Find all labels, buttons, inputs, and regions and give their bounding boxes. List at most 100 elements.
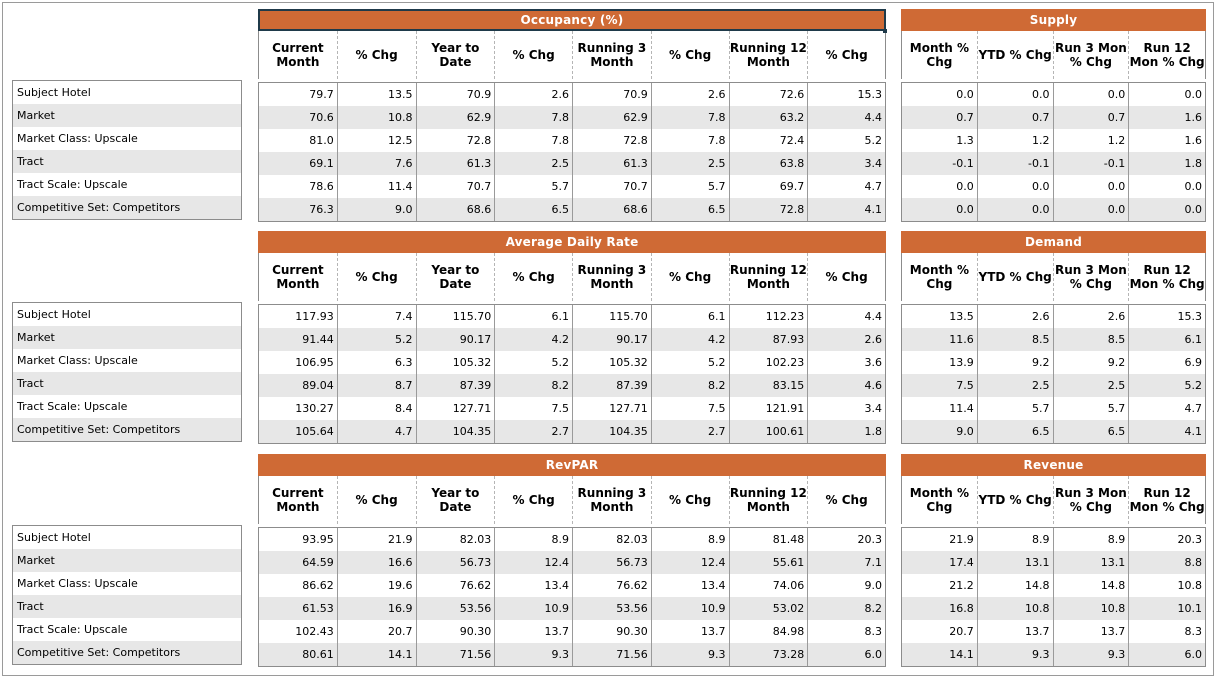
- data-cell[interactable]: 89.04: [259, 374, 338, 397]
- data-cell[interactable]: 9.3: [1054, 643, 1130, 666]
- data-cell[interactable]: 2.7: [652, 420, 730, 443]
- row-label[interactable]: Tract Scale: Upscale: [17, 623, 128, 636]
- data-cell[interactable]: 2.6: [1054, 305, 1130, 328]
- data-cell[interactable]: 9.3: [495, 643, 573, 666]
- data-cell[interactable]: 83.15: [730, 374, 809, 397]
- side-column-header[interactable]: Month % Chg: [902, 253, 978, 301]
- data-cell[interactable]: 8.5: [1054, 328, 1130, 351]
- row-label[interactable]: Tract Scale: Upscale: [17, 178, 128, 191]
- data-cell[interactable]: 64.59: [259, 551, 338, 574]
- data-cell[interactable]: 14.8: [1054, 574, 1130, 597]
- data-cell[interactable]: 10.8: [338, 106, 417, 129]
- data-cell[interactable]: 7.6: [338, 152, 417, 175]
- data-cell[interactable]: 8.2: [652, 374, 730, 397]
- row-label[interactable]: Market Class: Upscale: [17, 577, 138, 590]
- data-cell[interactable]: 8.3: [1184, 625, 1203, 638]
- data-cell[interactable]: 6.1: [1184, 333, 1203, 346]
- main-column-header[interactable]: % Chg: [338, 476, 417, 524]
- data-cell[interactable]: 5.7: [1054, 397, 1130, 420]
- main-column-header[interactable]: % Chg: [652, 253, 730, 301]
- data-cell[interactable]: 0.0: [902, 83, 978, 106]
- data-cell[interactable]: 15.3: [1177, 310, 1203, 323]
- data-cell[interactable]: 93.95: [259, 528, 338, 551]
- data-cell[interactable]: 79.7: [259, 83, 338, 106]
- data-cell[interactable]: 8.9: [1054, 528, 1130, 551]
- data-cell[interactable]: 8.3: [864, 625, 883, 638]
- data-cell[interactable]: 7.1: [864, 556, 883, 569]
- main-column-header[interactable]: Running 3 Month: [573, 476, 652, 524]
- data-cell[interactable]: 11.4: [338, 175, 417, 198]
- data-cell[interactable]: 6.1: [495, 305, 573, 328]
- data-cell[interactable]: 8.8: [1184, 556, 1203, 569]
- side-column-header[interactable]: Run 3 Mon % Chg: [1054, 253, 1130, 301]
- data-cell[interactable]: 62.9: [417, 106, 496, 129]
- data-cell[interactable]: 86.62: [259, 574, 338, 597]
- data-cell[interactable]: 2.5: [978, 374, 1054, 397]
- side-column-header[interactable]: YTD % Chg: [978, 31, 1054, 79]
- data-cell[interactable]: 90.17: [573, 328, 652, 351]
- data-cell[interactable]: 6.5: [495, 198, 573, 221]
- data-cell[interactable]: 5.7: [652, 175, 730, 198]
- row-label[interactable]: Market: [13, 104, 241, 127]
- data-cell[interactable]: 81.0: [259, 129, 338, 152]
- data-cell[interactable]: 9.0: [864, 579, 883, 592]
- data-cell[interactable]: 8.4: [338, 397, 417, 420]
- data-cell[interactable]: 7.5: [652, 397, 730, 420]
- data-cell[interactable]: 61.3: [573, 152, 652, 175]
- data-cell[interactable]: 21.2: [902, 574, 978, 597]
- data-cell[interactable]: 13.5: [902, 305, 978, 328]
- data-cell[interactable]: 6.9: [1184, 356, 1203, 369]
- data-cell[interactable]: 84.98: [730, 620, 809, 643]
- data-cell[interactable]: 69.1: [259, 152, 338, 175]
- row-label[interactable]: Market: [13, 326, 241, 349]
- data-cell[interactable]: 13.7: [978, 620, 1054, 643]
- data-cell[interactable]: 1.8: [1184, 157, 1203, 170]
- data-cell[interactable]: 13.5: [338, 83, 417, 106]
- data-cell[interactable]: 5.7: [495, 175, 573, 198]
- data-cell[interactable]: 2.5: [495, 152, 573, 175]
- data-cell[interactable]: 8.9: [978, 528, 1054, 551]
- data-cell[interactable]: 6.1: [652, 305, 730, 328]
- data-cell[interactable]: 53.56: [573, 597, 652, 620]
- data-cell[interactable]: 2.5: [1054, 374, 1130, 397]
- data-cell[interactable]: 0.0: [1054, 175, 1130, 198]
- data-cell[interactable]: 72.8: [730, 198, 809, 221]
- data-cell[interactable]: 78.6: [259, 175, 338, 198]
- data-cell[interactable]: 9.0: [902, 420, 978, 443]
- data-cell[interactable]: 62.9: [573, 106, 652, 129]
- data-cell[interactable]: 2.6: [495, 83, 573, 106]
- data-cell[interactable]: 115.70: [417, 305, 496, 328]
- side-section-title[interactable]: Revenue: [901, 454, 1206, 476]
- side-column-header[interactable]: Run 12 Mon % Chg: [1129, 486, 1205, 514]
- data-cell[interactable]: 0.0: [902, 198, 978, 221]
- main-column-header[interactable]: % Chg: [338, 253, 417, 301]
- main-column-header[interactable]: Running 12 Month: [730, 31, 809, 79]
- side-column-header[interactable]: Month % Chg: [902, 31, 978, 79]
- data-cell[interactable]: 12.4: [495, 551, 573, 574]
- data-cell[interactable]: 3.4: [864, 402, 883, 415]
- data-cell[interactable]: 68.6: [417, 198, 496, 221]
- main-column-header[interactable]: Year to Date: [417, 476, 496, 524]
- main-column-header[interactable]: Year to Date: [417, 31, 496, 79]
- data-cell[interactable]: 7.8: [652, 129, 730, 152]
- data-cell[interactable]: 115.70: [573, 305, 652, 328]
- row-label[interactable]: Tract Scale: Upscale: [17, 400, 128, 413]
- data-cell[interactable]: 4.4: [864, 111, 883, 124]
- data-cell[interactable]: 5.2: [652, 351, 730, 374]
- data-cell[interactable]: 105.64: [259, 420, 338, 443]
- side-column-header[interactable]: Run 3 Mon % Chg: [1054, 476, 1130, 524]
- row-label[interactable]: Tract: [13, 150, 241, 173]
- data-cell[interactable]: 10.9: [652, 597, 730, 620]
- data-cell[interactable]: 1.6: [1184, 111, 1203, 124]
- data-cell[interactable]: 4.7: [1184, 402, 1203, 415]
- data-cell[interactable]: 9.2: [978, 351, 1054, 374]
- data-cell[interactable]: 16.8: [902, 597, 978, 620]
- data-cell[interactable]: 20.3: [1177, 533, 1203, 546]
- data-cell[interactable]: 0.0: [1184, 203, 1203, 216]
- data-cell[interactable]: 69.7: [730, 175, 809, 198]
- data-cell[interactable]: 5.2: [338, 328, 417, 351]
- data-cell[interactable]: 12.5: [338, 129, 417, 152]
- data-cell[interactable]: 0.0: [978, 198, 1054, 221]
- data-cell[interactable]: 70.7: [573, 175, 652, 198]
- data-cell[interactable]: 71.56: [417, 643, 496, 666]
